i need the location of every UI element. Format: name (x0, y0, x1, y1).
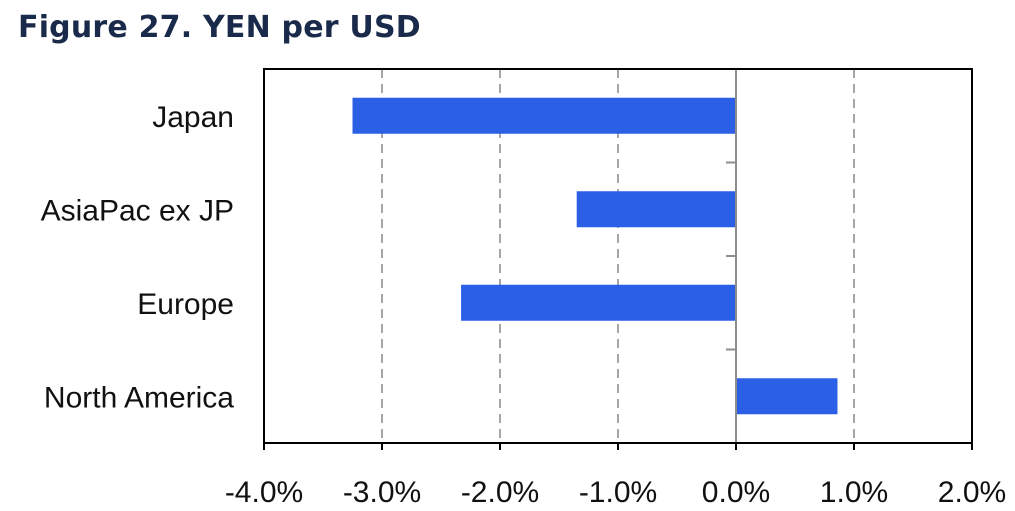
axes (263, 69, 973, 450)
x-tick-label: 2.0% (938, 476, 1006, 509)
category-labels: Japan AsiaPac ex JP Europe North America (41, 101, 235, 415)
bar-japan (352, 97, 736, 134)
category-label: Japan (152, 101, 234, 134)
bars (352, 97, 838, 415)
category-label: Europe (137, 288, 234, 321)
category-label: AsiaPac ex JP (41, 194, 234, 227)
x-tick-label: -3.0% (343, 476, 421, 509)
x-tick-label: 1.0% (820, 476, 888, 509)
bar-north-america (736, 378, 838, 415)
plot-frame (263, 68, 973, 444)
bar-europe (461, 284, 736, 321)
tick-labels: -4.0% -3.0% -2.0% -1.0% 0.0% 1.0% 2.0% (225, 476, 1006, 509)
x-tick-label: 0.0% (702, 476, 770, 509)
x-tick-label: -2.0% (461, 476, 539, 509)
x-tick-label: -1.0% (579, 476, 657, 509)
x-tick-label: -4.0% (225, 476, 303, 509)
figure-title: Figure 27. YEN per USD (18, 10, 421, 45)
category-label: North America (44, 381, 234, 414)
bar-asiapac-ex-jp (576, 191, 736, 228)
